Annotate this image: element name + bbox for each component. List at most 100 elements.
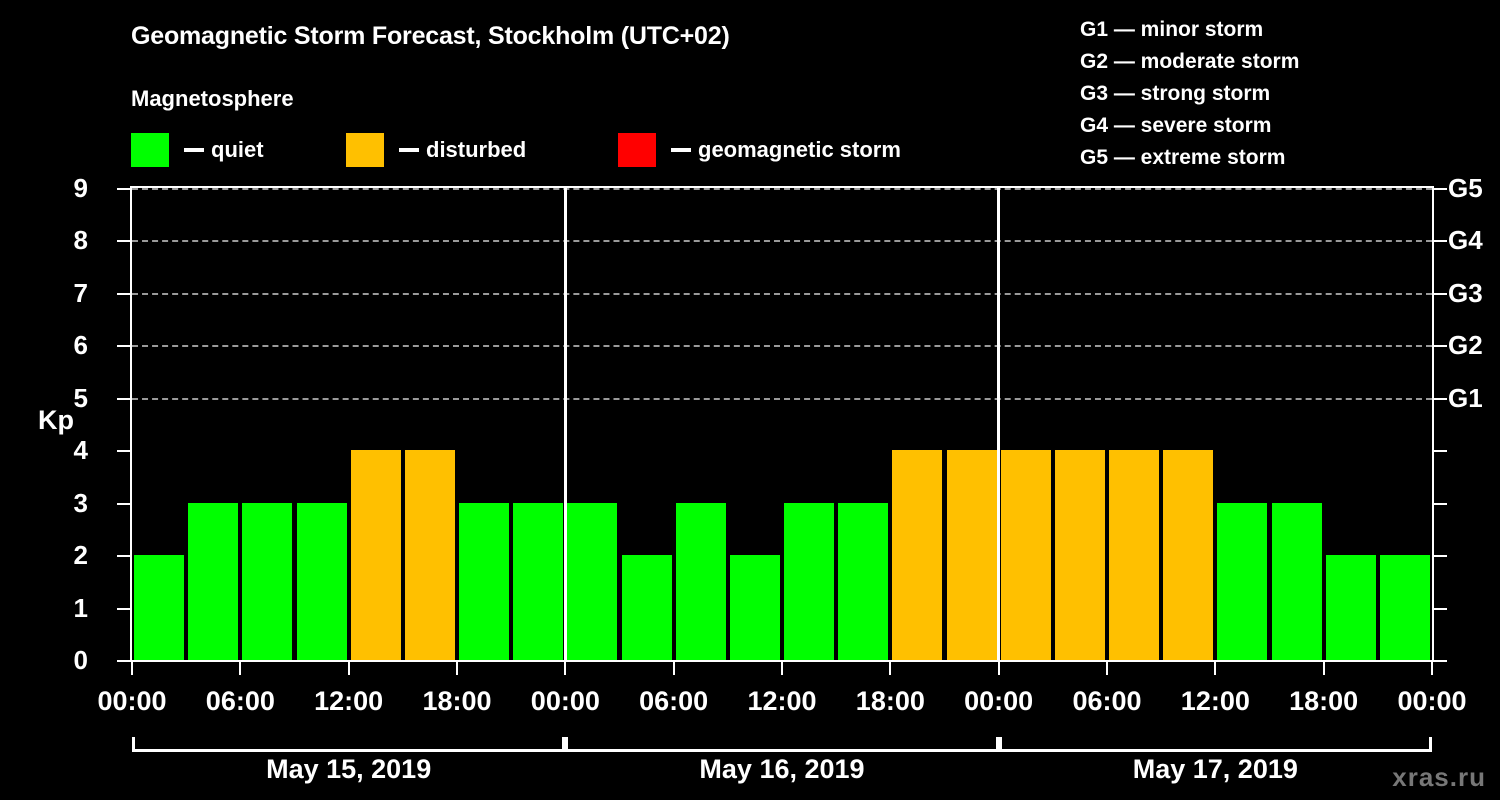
right-tick-mark-kp-8 <box>1434 240 1447 243</box>
g-tick-label-G3: G3 <box>1448 277 1483 308</box>
right-tick-mark-kp-4 <box>1434 450 1447 453</box>
y-tick-label-3: 3 <box>73 487 88 518</box>
y-tick-mark-9 <box>117 188 130 190</box>
x-tick-label-2: 12:00 <box>314 686 384 716</box>
bar <box>404 450 455 660</box>
right-tick-mark-kp-1 <box>1434 607 1447 610</box>
right-tick-mark-kp-9 <box>1434 188 1447 190</box>
y-tick-label-9: 9 <box>73 173 88 203</box>
gridline-kp-6 <box>132 345 1432 348</box>
date-label-1: May 15, 2019 <box>266 754 432 784</box>
x-tick-label-10: 12:00 <box>1180 686 1250 716</box>
x-tick-label-9: 06:00 <box>1072 686 1142 716</box>
g-scale-legend: G1 — minor storm G2 — moderate storm G3 — … <box>1080 14 1299 174</box>
legend-dash-icon <box>671 148 691 152</box>
x-tick-mark-8 <box>997 662 1000 675</box>
bar <box>675 502 726 660</box>
y-tick-label-5: 5 <box>73 382 88 413</box>
date-label-3: May 17, 2019 <box>1132 754 1298 784</box>
right-tick-mark-kp-5 <box>1434 397 1447 400</box>
y-tick-mark-3 <box>117 502 130 505</box>
g-tick-label-G1: G1 <box>1448 382 1483 413</box>
y-tick-label-1: 1 <box>73 592 88 623</box>
bar <box>459 502 510 660</box>
y-tick-label-0: 0 <box>73 645 88 675</box>
gridline-kp-8 <box>132 240 1432 243</box>
right-tick-mark-kp-3 <box>1434 502 1447 505</box>
x-tick-mark-3 <box>456 662 458 675</box>
y-tick-label-8: 8 <box>73 225 88 256</box>
bar <box>513 502 564 660</box>
legend-dash-icon <box>399 148 419 152</box>
bar <box>621 555 672 660</box>
legend-label: quiet <box>211 137 264 162</box>
g-tick-label-G2: G2 <box>1448 330 1483 361</box>
x-tick-label-12: 00:00 <box>1397 686 1467 716</box>
y-tick-mark-1 <box>117 607 130 610</box>
x-tick-mark-1 <box>239 662 242 675</box>
plot-inner <box>132 188 1432 660</box>
y-tick-label-7: 7 <box>73 277 88 308</box>
x-tick-label-7: 18:00 <box>855 686 925 716</box>
x-tick-mark-10 <box>1214 662 1217 675</box>
right-tick-mark-kp-0 <box>1434 660 1447 662</box>
bar <box>188 502 239 660</box>
g-scale-row-5: G5 — extreme storm <box>1080 146 1286 169</box>
x-tick-mark-5 <box>672 662 675 675</box>
right-tick-mark-kp-2 <box>1434 555 1447 558</box>
gridline-kp-9 <box>132 188 1432 190</box>
x-tick-label-1: 06:00 <box>205 686 275 716</box>
legend-entry-geomagnetic-storm: geomagnetic storm <box>618 133 901 167</box>
y-tick-label-2: 2 <box>73 540 88 571</box>
bar <box>1271 502 1322 660</box>
bar <box>838 502 889 660</box>
y-tick-mark-8 <box>117 240 130 243</box>
x-tick-mark-9 <box>1106 662 1108 675</box>
x-tick-mark-4 <box>564 662 567 675</box>
y-tick-mark-4 <box>117 450 130 453</box>
day-separator-2 <box>997 188 1001 660</box>
g-scale-row-2: G2 — moderate storm <box>1080 50 1300 73</box>
right-tick-mark-kp-6 <box>1434 345 1447 348</box>
x-tick-mark-11 <box>1322 662 1325 675</box>
y-tick-label-4: 4 <box>73 435 88 466</box>
bar <box>784 502 835 660</box>
g-scale-row-1: G1 — minor storm <box>1080 18 1264 41</box>
bar <box>242 502 293 660</box>
bar <box>296 502 347 660</box>
g-tick-label-G5: G5 <box>1448 173 1483 203</box>
date-label-2: May 16, 2019 <box>699 754 865 784</box>
bar <box>567 502 618 660</box>
color-legend: quiet disturbed geomagnetic storm <box>131 133 1031 167</box>
bar <box>1000 450 1051 660</box>
date-bracket-3 <box>998 737 1432 752</box>
y-tick-mark-2 <box>117 555 130 558</box>
date-bracket-2 <box>565 737 999 752</box>
page-title: Geomagnetic Storm Forecast, Stockholm (U… <box>131 22 730 50</box>
legend-entry-disturbed: disturbed <box>346 133 526 167</box>
date-bracket-1 <box>132 737 566 752</box>
y-tick-mark-0 <box>117 660 130 662</box>
legend-entry-quiet: quiet <box>131 133 264 167</box>
y-axis-title: Kp <box>38 405 74 435</box>
legend-swatch-geomagnetic-storm <box>618 133 656 167</box>
g-scale-row-4: G4 — severe storm <box>1080 114 1272 137</box>
x-tick-mark-7 <box>889 662 892 675</box>
bar <box>1379 555 1430 660</box>
legend-label: disturbed <box>426 137 527 162</box>
legend-label: geomagnetic storm <box>698 137 901 162</box>
g-scale-row-3: G3 — strong storm <box>1080 82 1271 105</box>
watermark: xras.ru <box>1392 762 1486 792</box>
x-tick-mark-12 <box>1431 662 1433 675</box>
gridline-kp-5 <box>132 397 1432 400</box>
bar <box>1054 450 1105 660</box>
x-tick-label-3: 18:00 <box>422 686 492 716</box>
bar <box>134 555 185 660</box>
legend-swatch-disturbed <box>346 133 384 167</box>
x-tick-mark-2 <box>347 662 350 675</box>
x-tick-mark-6 <box>781 662 783 675</box>
bar <box>946 450 997 660</box>
y-tick-mark-5 <box>117 397 130 400</box>
plot-area <box>130 186 1434 662</box>
y-tick-label-6: 6 <box>73 330 88 361</box>
